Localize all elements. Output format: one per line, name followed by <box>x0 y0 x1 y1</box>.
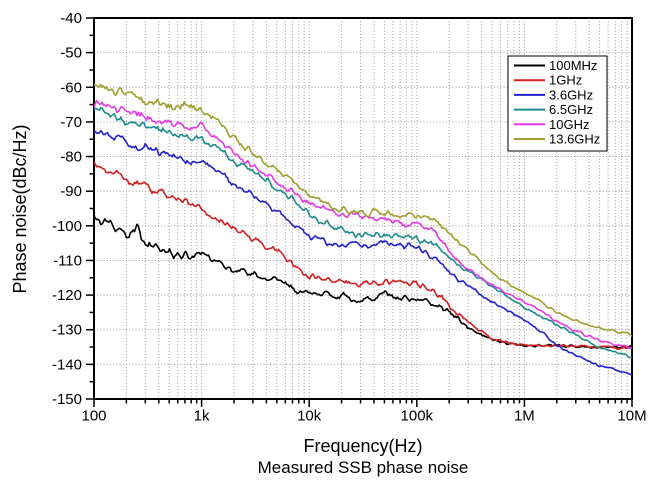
y-tick-label: -70 <box>60 114 82 131</box>
legend-label-3.6ghz: 3.6GHz <box>549 87 593 102</box>
series-curve-6.5ghz <box>94 106 632 359</box>
x-tick-label: 1k <box>194 408 210 425</box>
y-axis-title: Phase noise(dBc/Hz) <box>10 124 30 294</box>
y-tick-label: -140 <box>52 356 82 373</box>
series-curve-10ghz <box>94 99 632 350</box>
y-tick-label: -60 <box>60 79 82 96</box>
series-curve-13.6ghz <box>94 83 632 337</box>
x-tick-label: 10M <box>617 408 646 425</box>
series-curve-3.6ghz <box>94 129 632 376</box>
y-tick-label: -120 <box>52 287 82 304</box>
legend-label-100mhz: 100MHz <box>549 58 597 73</box>
x-tick-label: 100k <box>401 408 434 425</box>
y-tick-label: -40 <box>60 10 82 27</box>
x-tick-label: 100 <box>81 408 106 425</box>
y-tick-label: -110 <box>53 252 82 269</box>
y-tick-label: -150 <box>52 391 82 408</box>
x-tick-label: 1M <box>514 408 535 425</box>
plot-border <box>93 17 633 400</box>
x-axis-title: Frequency(Hz) <box>303 436 423 456</box>
y-tick-label: -50 <box>60 45 82 62</box>
y-tick-label: -100 <box>52 218 82 235</box>
legend-label-13.6ghz: 13.6GHz <box>549 132 600 147</box>
y-tick-label: -90 <box>60 183 82 200</box>
series-curve-1ghz <box>94 161 632 350</box>
x-tick-label: 10k <box>297 408 322 425</box>
chart-caption: Measured SSB phase noise <box>257 458 469 477</box>
legend-label-10ghz: 10GHz <box>549 117 589 132</box>
y-tick-label: -80 <box>60 149 82 166</box>
legend-label-6.5ghz: 6.5GHz <box>549 102 593 117</box>
y-tick-label: -130 <box>52 322 82 339</box>
legend-box <box>507 55 608 152</box>
legend-label-1ghz: 1GHz <box>549 73 582 88</box>
